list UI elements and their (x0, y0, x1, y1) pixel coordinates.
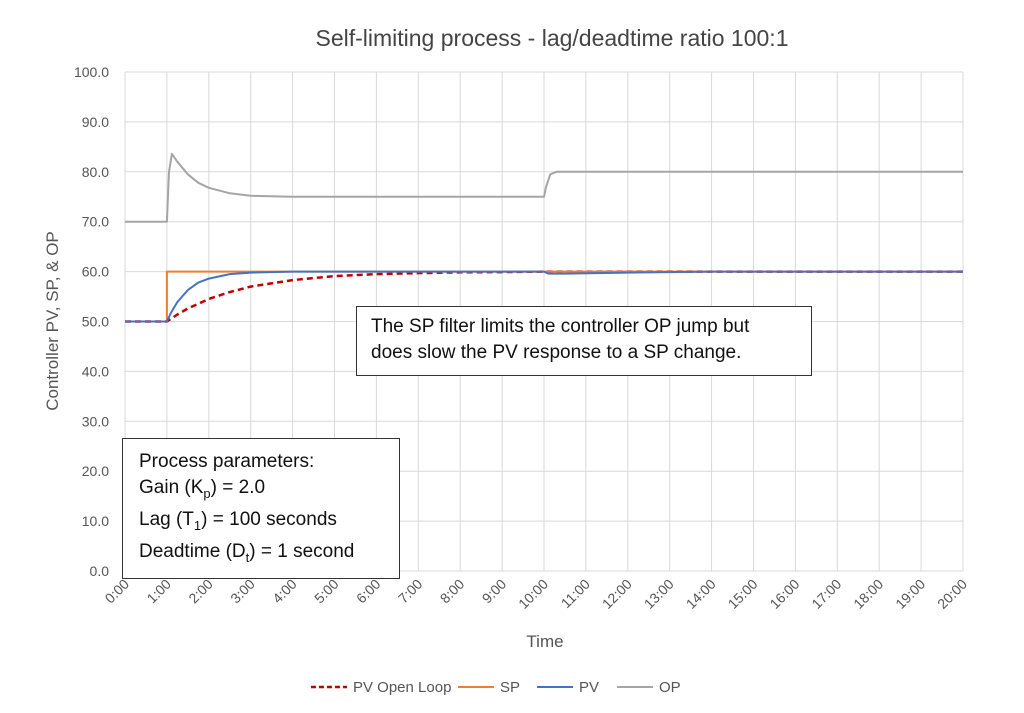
x-tick-label: 12:00 (599, 576, 635, 612)
y-tick-label: 60.0 (82, 264, 109, 280)
annotation-sp-filter: The SP filter limits the controller OP j… (356, 306, 812, 376)
legend-label: PV Open Loop (353, 679, 451, 696)
x-tick-label: 20:00 (934, 576, 970, 612)
x-tick-label: 15:00 (725, 576, 761, 612)
x-tick-label: 6:00 (353, 576, 384, 607)
x-tick-label: 0:00 (102, 576, 133, 607)
legend-item-pv: PV (537, 679, 599, 696)
x-tick-label: 10:00 (515, 576, 551, 612)
y-tick-label: 80.0 (82, 164, 109, 180)
y-tick-label: 90.0 (82, 114, 109, 130)
note-line-1: The SP filter limits the controller OP j… (371, 316, 750, 337)
annotation-process-parameters: Process parameters: Gain (Kp) = 2.0 Lag … (122, 438, 400, 580)
x-tick-label: 11:00 (558, 576, 594, 612)
legend-item-sp: SP (458, 679, 520, 696)
y-tick-label: 50.0 (82, 314, 109, 330)
params-title: Process parameters: (139, 451, 315, 472)
y-tick-label: 40.0 (82, 363, 109, 379)
x-tick-label: 17:00 (808, 576, 844, 612)
x-tick-label: 8:00 (437, 576, 468, 607)
x-tick-label: 14:00 (683, 576, 719, 612)
x-tick-label: 1:00 (143, 576, 174, 607)
y-tick-label: 100.0 (74, 64, 109, 80)
x-tick-label: 2:00 (185, 576, 216, 607)
legend-item-pv-open-loop: PV Open Loop (311, 679, 451, 696)
y-tick-label: 0.0 (90, 563, 110, 579)
x-tick-label: 16:00 (766, 576, 802, 612)
legend-label: OP (659, 679, 681, 696)
x-tick-label: 5:00 (311, 576, 342, 607)
chart-title: Self-limiting process - lag/deadtime rat… (315, 25, 788, 51)
params-deadtime: Deadtime (Dt) = 1 second (139, 540, 355, 565)
x-tick-label: 3:00 (227, 576, 258, 607)
y-tick-label: 30.0 (82, 413, 109, 429)
x-tick-label: 7:00 (395, 576, 426, 607)
x-tick-label: 4:00 (269, 576, 300, 607)
y-tick-label: 10.0 (82, 513, 109, 529)
x-axis-label: Time (526, 632, 563, 651)
legend-label: PV (579, 679, 599, 696)
x-tick-label: 19:00 (892, 576, 928, 612)
note-line-2: does slow the PV response to a SP change… (371, 342, 742, 363)
series-line-pv (125, 270, 963, 323)
x-tick-label: 13:00 (641, 576, 677, 612)
legend-item-op: OP (617, 679, 681, 696)
y-axis-label: Controller PV, SP, & OP (43, 231, 62, 411)
x-tick-label: 9:00 (479, 576, 510, 607)
y-tick-label: 70.0 (82, 214, 109, 230)
params-gain: Gain (Kp) = 2.0 (139, 477, 266, 501)
legend-label: SP (500, 679, 520, 696)
x-tick-label: 18:00 (850, 576, 886, 612)
series-line-op (125, 152, 963, 223)
params-lag: Lag (T1) = 100 seconds (139, 508, 337, 533)
y-tick-label: 20.0 (82, 463, 109, 479)
